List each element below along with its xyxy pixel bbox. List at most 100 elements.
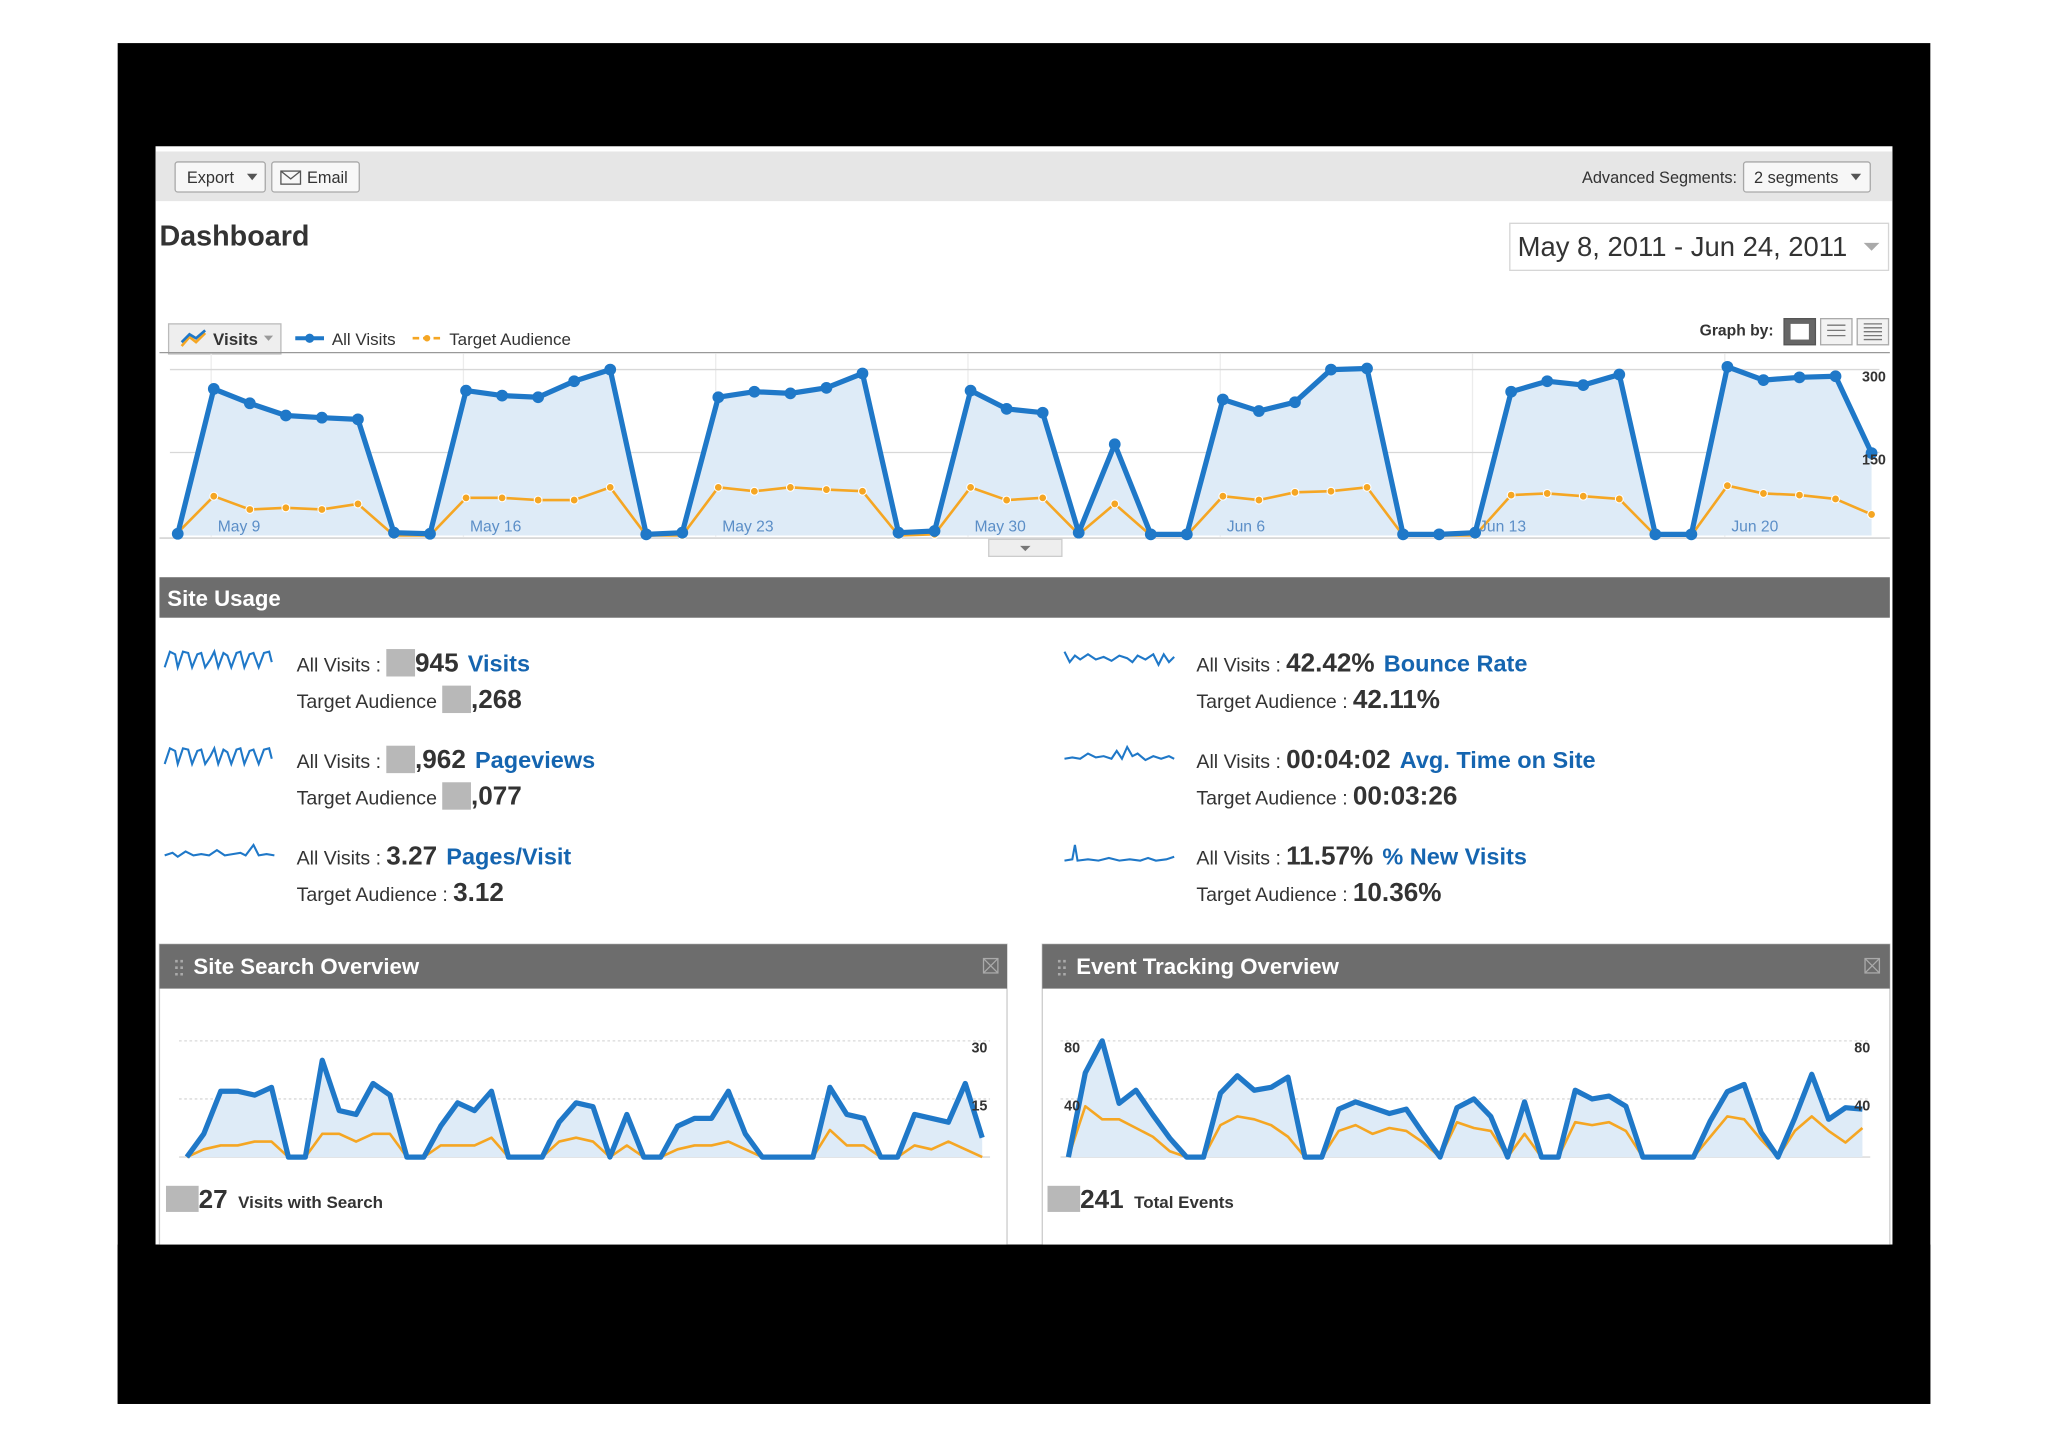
- graph-by-month[interactable]: [1856, 318, 1890, 346]
- data-point: [1759, 488, 1768, 498]
- metric-name: % New Visits: [1382, 844, 1527, 870]
- sparkline: [1064, 844, 1175, 862]
- data-point: [533, 495, 543, 505]
- date-box: [1509, 222, 1890, 271]
- legend-label: All Visits: [332, 330, 396, 349]
- graph-by-week[interactable]: [1819, 318, 1853, 346]
- y-tick-label: 300: [1862, 369, 1886, 385]
- x-tick-label: Jun 6: [1227, 519, 1266, 536]
- data-point: [605, 482, 615, 492]
- metric-name: Pages/Visit: [446, 844, 571, 870]
- data-point: [749, 486, 759, 496]
- x-tick-label: Jun 20: [1731, 519, 1778, 536]
- metric-label: Target Audience :: [297, 884, 448, 906]
- masked-value: [442, 685, 471, 714]
- data-point: [748, 385, 761, 398]
- data-point: [1072, 526, 1085, 539]
- data-point: [497, 493, 507, 503]
- data-point: [713, 482, 723, 492]
- date-picker[interactable]: May 8, 2011 - Jun 24, 2011: [1509, 222, 1890, 271]
- data-point: [1002, 495, 1012, 505]
- data-point: [569, 495, 579, 505]
- summary-value: 241: [1080, 1184, 1124, 1214]
- data-point: [821, 485, 831, 494]
- x-tick-label: May 23: [722, 519, 774, 536]
- panel: [158, 943, 1008, 1259]
- data-point: [1469, 526, 1482, 539]
- y-tick-label: 15: [971, 1099, 987, 1115]
- panel-header: [159, 944, 1008, 989]
- close-button[interactable]: [982, 957, 999, 974]
- handle-arrow: [1020, 545, 1031, 552]
- legend-swatch: [305, 333, 315, 343]
- data-point: [1614, 494, 1624, 504]
- collapse-handle[interactable]: [988, 538, 1063, 557]
- data-point: [1325, 363, 1337, 376]
- data-point: [352, 413, 364, 426]
- close-button[interactable]: [1864, 957, 1881, 974]
- data-point: [1831, 494, 1840, 504]
- y-tick-label: 30: [971, 1041, 987, 1057]
- data-point: [281, 503, 291, 513]
- data-point: [316, 411, 328, 424]
- data-point: [1867, 509, 1877, 519]
- series-line: [184, 1057, 985, 1160]
- metric-value: ,962: [415, 744, 466, 774]
- metric-value: 3.27: [386, 841, 437, 871]
- metric-value: 42.42%: [1286, 647, 1375, 677]
- close-icon: [982, 957, 999, 974]
- area-fill: [1068, 1040, 1863, 1158]
- metric-label: Target Audience: [297, 787, 438, 809]
- dropdown-arrow: [1850, 173, 1862, 181]
- icon: [1863, 323, 1883, 341]
- mail-icon: [280, 170, 301, 180]
- metric-value: 00:04:02: [1286, 744, 1391, 774]
- metric-value: ,268: [471, 684, 522, 714]
- metric-label: All Visits :: [297, 848, 382, 870]
- dropdown-arrow: [263, 335, 274, 341]
- close-icon: [983, 958, 999, 974]
- export-button[interactable]: Export: [174, 161, 266, 193]
- button-label: Email: [307, 169, 348, 187]
- data-point: [928, 525, 941, 537]
- data-point: [1108, 438, 1121, 451]
- email-button[interactable]: Email: [271, 161, 360, 193]
- summary-value: 27: [199, 1184, 228, 1214]
- data-point: [1036, 406, 1049, 419]
- data-point: [1578, 491, 1588, 501]
- data-point: [209, 491, 219, 501]
- data-point: [1253, 405, 1265, 417]
- series-line: [1065, 1038, 1863, 1160]
- summary-label: Total Events: [1134, 1193, 1234, 1212]
- data-point: [964, 384, 977, 397]
- data-point: [279, 409, 292, 422]
- metric-value: 00:03:26: [1353, 780, 1458, 810]
- data-point: [243, 397, 256, 410]
- data-point: [1326, 486, 1336, 496]
- segments-label: Advanced Segments:: [1582, 169, 1737, 187]
- metric-tab[interactable]: Visits: [167, 323, 282, 355]
- y-tick-label: 40: [1064, 1099, 1080, 1115]
- data-point: [1397, 528, 1409, 541]
- dropdown-label: 2 segments: [1754, 169, 1838, 187]
- data-point: [424, 527, 436, 540]
- masked-value: [386, 649, 416, 677]
- tab-label: Visits: [213, 330, 258, 349]
- x-tick-label: May 9: [218, 519, 261, 536]
- segments-dropdown[interactable]: 2 segments: [1742, 161, 1871, 193]
- area-fill: [177, 366, 1872, 536]
- metric-name: Pageviews: [475, 747, 595, 773]
- button-bg: [174, 161, 266, 193]
- data-point: [640, 528, 653, 541]
- data-point: [1685, 528, 1698, 541]
- y-tick-label: 80: [1854, 1041, 1870, 1057]
- y-tick-label: 150: [1862, 452, 1886, 468]
- data-point: [461, 493, 471, 503]
- graph-by-day[interactable]: [1783, 318, 1817, 346]
- graph-by-label: Graph by:: [1700, 323, 1774, 340]
- metric-value: 10.36%: [1353, 877, 1442, 907]
- metric-label: All Visits :: [1196, 751, 1281, 773]
- data-point: [1757, 374, 1770, 386]
- date-range: May 8, 2011 - Jun 24, 2011: [1518, 231, 1848, 262]
- metric-value: 3.12: [453, 877, 504, 907]
